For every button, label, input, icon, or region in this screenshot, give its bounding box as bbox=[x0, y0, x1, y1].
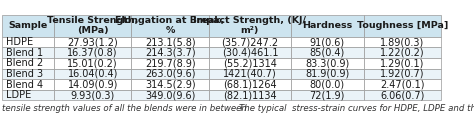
Text: 16.04(0.4): 16.04(0.4) bbox=[67, 69, 118, 79]
Text: 1.22(0.2): 1.22(0.2) bbox=[380, 48, 425, 58]
Text: Blend 2: Blend 2 bbox=[6, 58, 44, 68]
Bar bbox=[54, 47, 131, 58]
Text: 9.93(0.3): 9.93(0.3) bbox=[71, 90, 115, 100]
Bar bbox=[2, 15, 54, 37]
Text: 263.0(9.6): 263.0(9.6) bbox=[145, 69, 195, 79]
Text: 1.29(0.1): 1.29(0.1) bbox=[380, 58, 425, 68]
Bar bbox=[291, 69, 364, 79]
Bar bbox=[364, 37, 441, 47]
Bar bbox=[291, 37, 364, 47]
Bar bbox=[131, 47, 209, 58]
Bar bbox=[209, 15, 291, 37]
Text: Toughness [MPa]: Toughness [MPa] bbox=[357, 21, 448, 30]
Text: 14.09(0.9): 14.09(0.9) bbox=[67, 79, 118, 90]
Text: Blend 1: Blend 1 bbox=[6, 48, 43, 58]
Text: 1.92(0.7): 1.92(0.7) bbox=[380, 69, 425, 79]
Text: 1.89(0.3): 1.89(0.3) bbox=[380, 37, 425, 47]
Text: 214.3(3.7): 214.3(3.7) bbox=[145, 48, 195, 58]
Text: 314.5(2.9): 314.5(2.9) bbox=[145, 79, 195, 90]
Bar bbox=[364, 58, 441, 69]
Bar bbox=[364, 69, 441, 79]
Text: 72(1.9): 72(1.9) bbox=[310, 90, 345, 100]
Text: Sample: Sample bbox=[9, 21, 48, 30]
Text: 15.01(0.2): 15.01(0.2) bbox=[67, 58, 118, 68]
Bar bbox=[364, 90, 441, 100]
Text: (35.7)247.2: (35.7)247.2 bbox=[221, 37, 278, 47]
Text: Blend 4: Blend 4 bbox=[6, 79, 43, 90]
Text: (30.4)461.1: (30.4)461.1 bbox=[222, 48, 278, 58]
Bar bbox=[131, 37, 209, 47]
Bar bbox=[291, 15, 364, 37]
Bar bbox=[364, 47, 441, 58]
Text: Impact Strength, (KJ/
m²): Impact Strength, (KJ/ m²) bbox=[193, 16, 306, 35]
Text: The typical  stress-strain curves for HDPE, LDPE and th: The typical stress-strain curves for HDP… bbox=[239, 104, 474, 113]
Text: Elongation at Break,
%: Elongation at Break, % bbox=[115, 16, 225, 35]
Bar bbox=[54, 58, 131, 69]
Text: tensile strength values of all the blends were in between: tensile strength values of all the blend… bbox=[2, 104, 247, 113]
Bar bbox=[2, 90, 54, 100]
Text: 80(0.0): 80(0.0) bbox=[310, 79, 345, 90]
Bar bbox=[54, 15, 131, 37]
Text: 27.93(1.2): 27.93(1.2) bbox=[67, 37, 118, 47]
Text: 219.7(8.9): 219.7(8.9) bbox=[145, 58, 195, 68]
Text: Hardness: Hardness bbox=[302, 21, 353, 30]
Bar bbox=[291, 58, 364, 69]
Bar bbox=[209, 90, 291, 100]
Bar bbox=[209, 69, 291, 79]
Bar bbox=[131, 90, 209, 100]
Bar bbox=[131, 79, 209, 90]
Text: 2.47(0.1): 2.47(0.1) bbox=[380, 79, 425, 90]
Bar bbox=[54, 90, 131, 100]
Text: 349.0(9.6): 349.0(9.6) bbox=[145, 90, 195, 100]
Bar bbox=[131, 15, 209, 37]
Bar bbox=[209, 58, 291, 69]
Bar bbox=[209, 47, 291, 58]
Bar bbox=[291, 47, 364, 58]
Bar bbox=[364, 15, 441, 37]
Bar bbox=[291, 90, 364, 100]
Text: HDPE: HDPE bbox=[6, 37, 33, 47]
Bar bbox=[54, 69, 131, 79]
Text: Blend 3: Blend 3 bbox=[6, 69, 43, 79]
Bar bbox=[209, 79, 291, 90]
Bar bbox=[2, 79, 54, 90]
Text: 81.9(0.9): 81.9(0.9) bbox=[305, 69, 349, 79]
Text: LDPE: LDPE bbox=[6, 90, 31, 100]
Text: 16.37(0.8): 16.37(0.8) bbox=[67, 48, 118, 58]
Text: 91(0.6): 91(0.6) bbox=[310, 37, 345, 47]
Text: 83.3(0.9): 83.3(0.9) bbox=[305, 58, 349, 68]
Text: 85(0.4): 85(0.4) bbox=[310, 48, 345, 58]
Bar bbox=[2, 47, 54, 58]
Text: (82.1)1134: (82.1)1134 bbox=[223, 90, 277, 100]
Bar bbox=[2, 37, 54, 47]
Text: 1421(40.7): 1421(40.7) bbox=[223, 69, 277, 79]
Bar bbox=[2, 69, 54, 79]
Bar bbox=[131, 58, 209, 69]
Bar bbox=[54, 37, 131, 47]
Bar bbox=[291, 79, 364, 90]
Bar bbox=[209, 37, 291, 47]
Text: Tensile Strength,
(MPa): Tensile Strength, (MPa) bbox=[47, 16, 138, 35]
Text: (55.2)1314: (55.2)1314 bbox=[223, 58, 277, 68]
Bar bbox=[2, 58, 54, 69]
Bar bbox=[364, 79, 441, 90]
Text: 6.06(0.7): 6.06(0.7) bbox=[380, 90, 425, 100]
Bar bbox=[54, 79, 131, 90]
Text: (68.1)1264: (68.1)1264 bbox=[223, 79, 277, 90]
Bar bbox=[131, 69, 209, 79]
Text: 213.1(5.8): 213.1(5.8) bbox=[145, 37, 195, 47]
